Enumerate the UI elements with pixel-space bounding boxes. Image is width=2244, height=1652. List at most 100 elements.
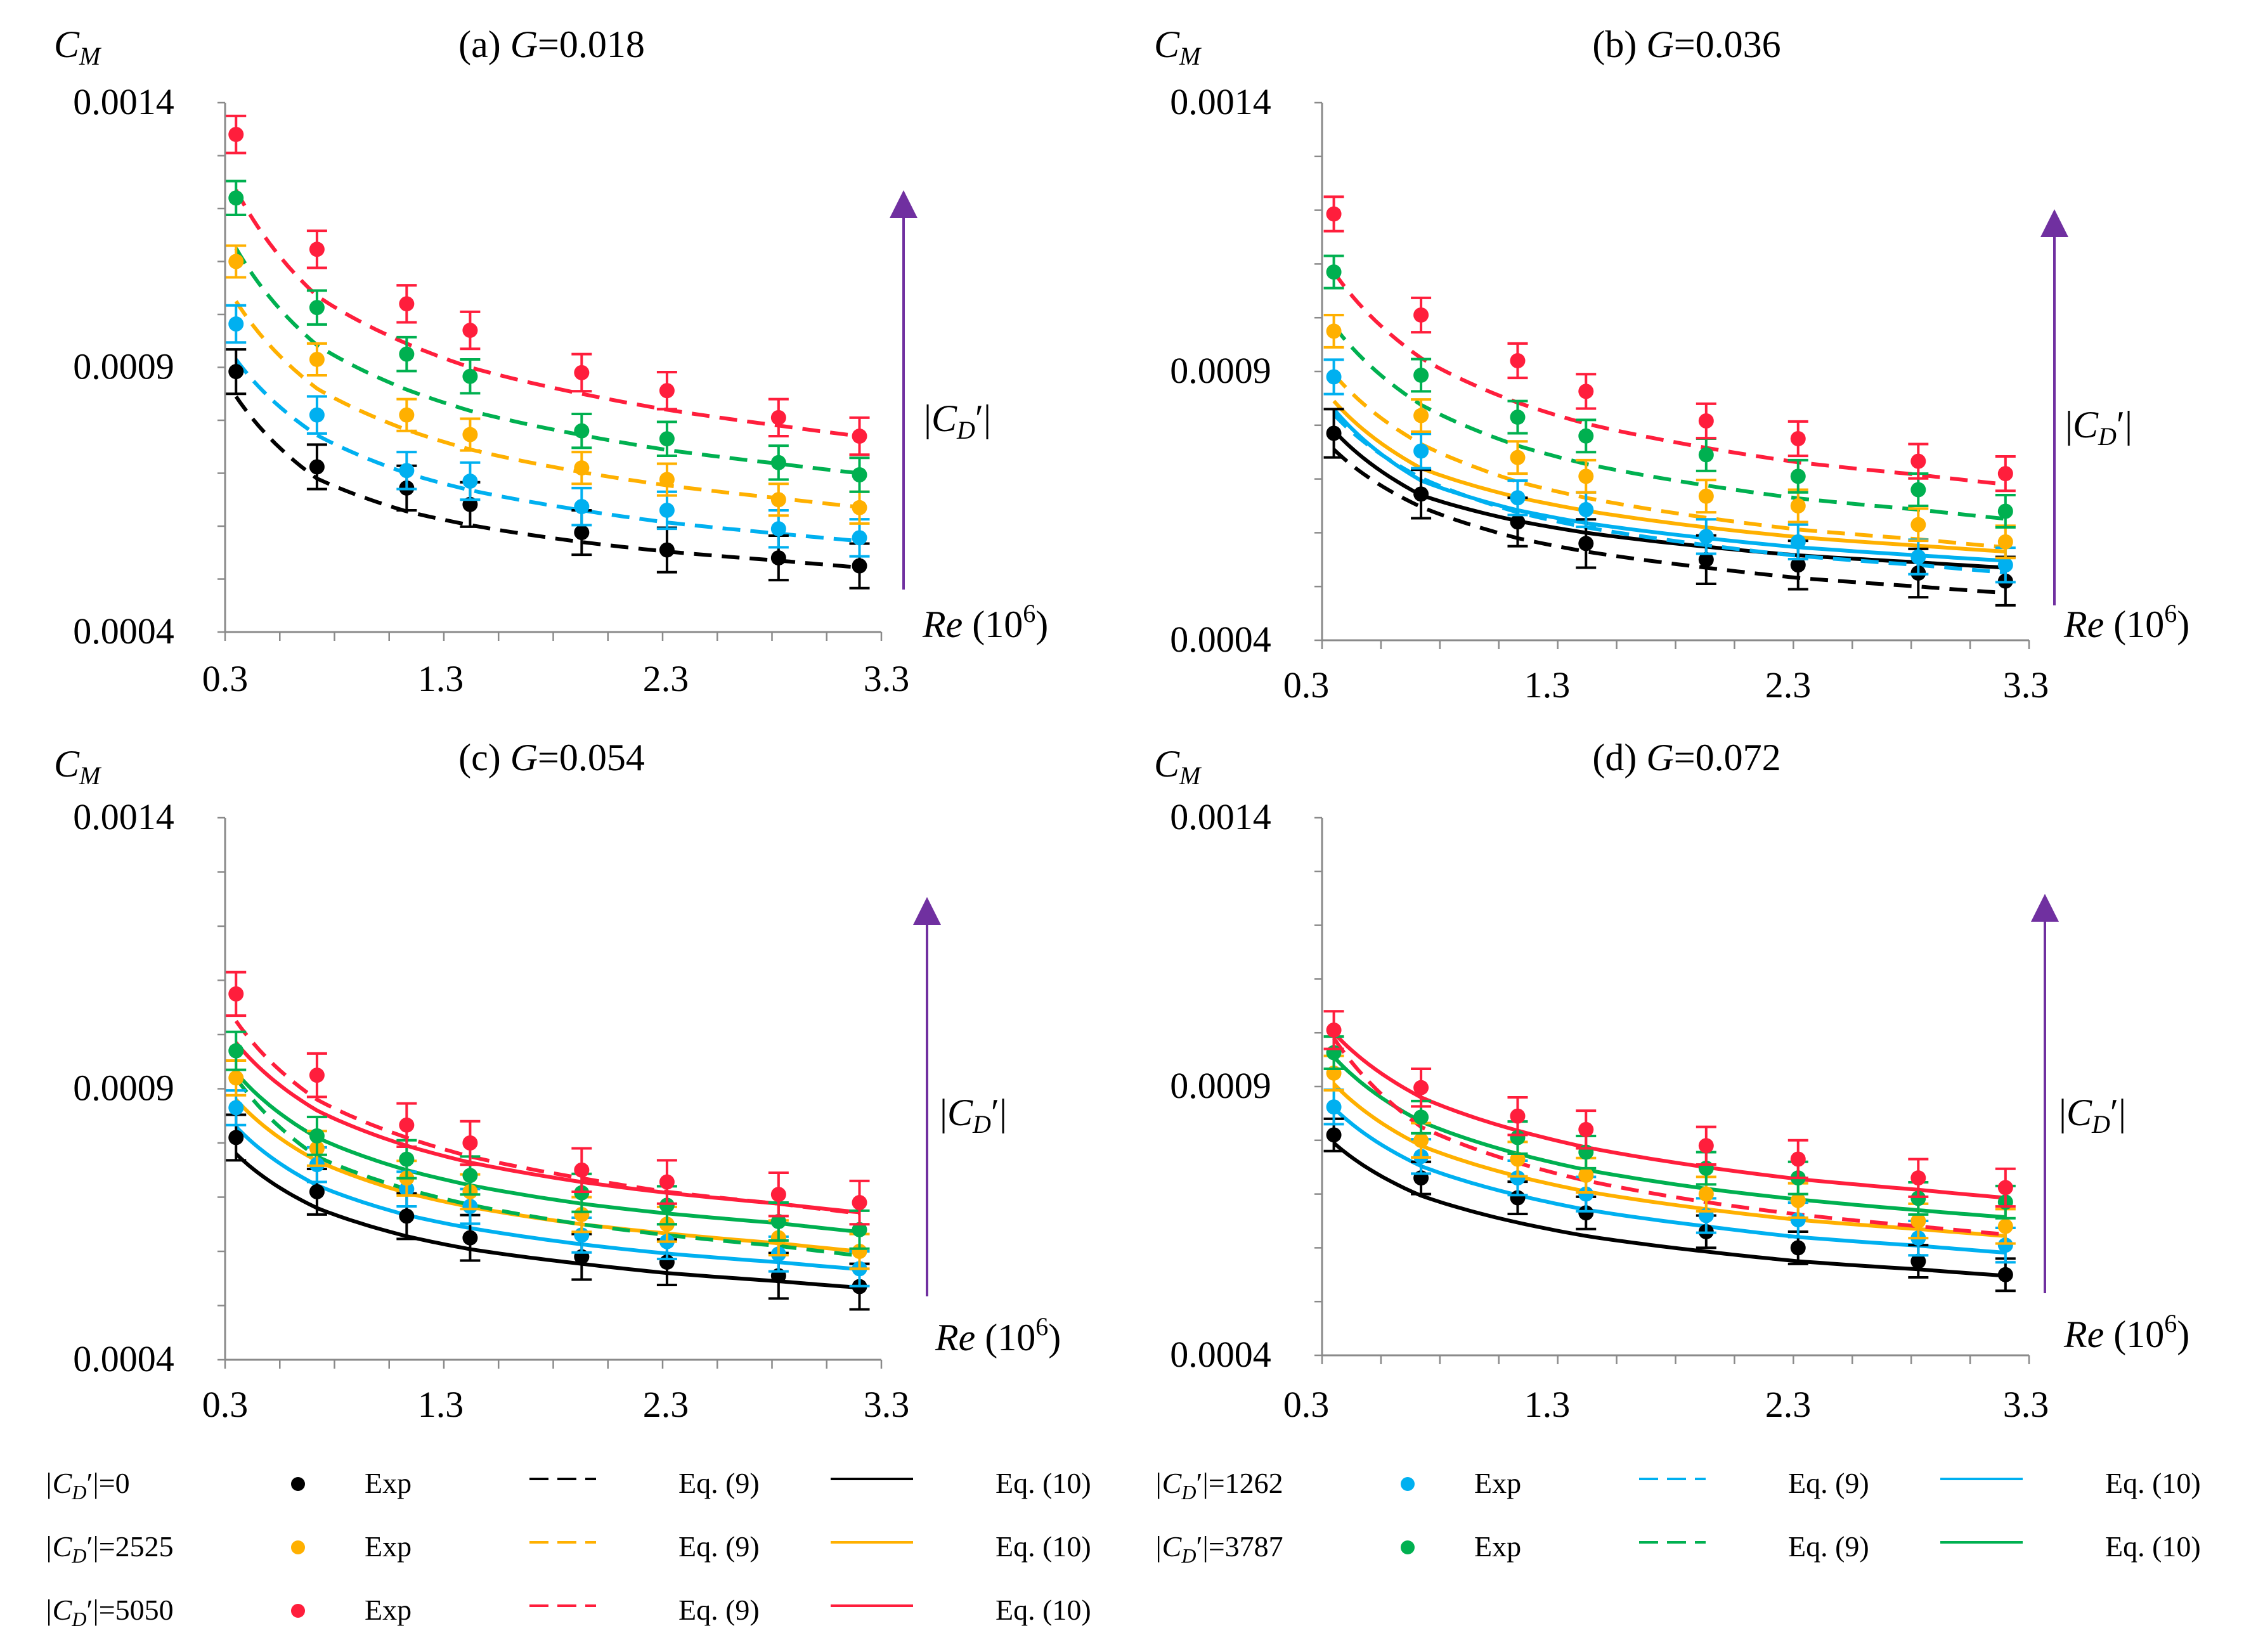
exp-point-cd-3787: [1578, 428, 1594, 444]
arrow-label: |CD′|: [2059, 1092, 2126, 1139]
eq9-curve-cd-5050: [1332, 271, 2006, 487]
exp-point-cd-3787: [399, 1151, 415, 1167]
exp-point-cd-2525: [1698, 1186, 1714, 1202]
exp-point-cd-2525: [1997, 534, 2013, 550]
eq9-curve-cd-0: [234, 395, 860, 570]
legend-eq10-text: Eq. (10): [2105, 1467, 2201, 1499]
exp-point-cd-0: [1790, 1240, 1806, 1256]
eq10-curve-cd-0: [235, 1152, 860, 1290]
legend-eq10-text: Eq. (10): [996, 1530, 1091, 1563]
exp-point-cd-0: [1326, 425, 1342, 441]
y-tick-label: 0.0014: [1170, 81, 1271, 122]
eq10-curve-cd-0: [1332, 429, 2006, 570]
y-axis-label: CM: [1154, 743, 1202, 790]
exp-point-cd-2525: [309, 351, 325, 367]
exp-point-cd-3787: [1413, 1109, 1429, 1125]
eq10-curve-cd-3787: [235, 1071, 860, 1234]
exp-point-cd-5050: [574, 1162, 590, 1178]
exp-point-cd-5050: [228, 127, 244, 143]
exp-point-cd-0: [1910, 1253, 1926, 1269]
arrow-label: |CD′|: [924, 397, 991, 444]
x-axis-label: Re (106): [2063, 599, 2189, 645]
x-tick-label: 2.3: [1765, 1384, 1812, 1425]
legend-row-cd-5050: |CD′|=5050 Exp Eq. (9) Eq. (10): [44, 1594, 1091, 1630]
legend-eq9-text: Eq. (9): [678, 1530, 760, 1563]
eq9-curve-cd-0: [1332, 448, 2006, 595]
exp-point-cd-2525: [1910, 1213, 1926, 1229]
panel-title: (a) G=0.018: [458, 23, 645, 65]
exp-point-cd-5050: [1326, 1022, 1342, 1038]
exp-point-cd-2525: [228, 254, 244, 269]
exp-point-cd-3787: [462, 368, 478, 384]
exp-point-cd-1262: [1790, 1212, 1806, 1228]
legend-exp-text: Exp: [365, 1594, 412, 1626]
legend-exp-marker: [291, 1604, 305, 1618]
increase-arrow-head: [2031, 894, 2059, 922]
exp-point-cd-1262: [1326, 1099, 1342, 1115]
exp-point-cd-3787: [399, 346, 415, 362]
exp-point-cd-3787: [852, 1222, 867, 1237]
exp-point-cd-3787: [852, 467, 867, 483]
legend-eq10-text: Eq. (10): [2105, 1530, 2201, 1563]
exp-point-cd-2525: [1910, 517, 1926, 532]
exp-point-cd-1262: [1578, 501, 1594, 517]
exp-point-cd-5050: [1997, 1180, 2013, 1196]
y-tick-label: 0.0004: [1170, 619, 1271, 660]
exp-point-cd-3787: [309, 300, 325, 316]
exp-point-cd-1262: [1997, 1237, 2013, 1253]
legend-eq9-text: Eq. (9): [1788, 1467, 1869, 1499]
exp-point-cd-2525: [1413, 1132, 1429, 1148]
exp-point-cd-1262: [770, 521, 786, 537]
exp-point-cd-2525: [1578, 1167, 1594, 1183]
exp-point-cd-0: [1790, 557, 1806, 573]
exp-point-cd-2525: [228, 1070, 244, 1086]
legend-eq10-text: Eq. (10): [996, 1594, 1091, 1626]
eq9-curve-cd-5050: [234, 189, 860, 439]
x-tick-label: 1.3: [418, 1384, 464, 1425]
legend-exp-marker: [291, 1477, 305, 1491]
exp-point-cd-5050: [1413, 1080, 1429, 1095]
exp-point-cd-3787: [770, 455, 786, 470]
exp-point-cd-3787: [770, 1213, 786, 1229]
panel-a: 0.3 1.3 2.3 3.3 0.0004 0.0009 0.0014 CM Re (106)…: [54, 23, 1048, 699]
eq10-curve-cd-3787: [1332, 1055, 2006, 1220]
legend-row-cd-3787: |CD′|=3787 Exp Eq. (9) Eq. (10): [1154, 1530, 2201, 1567]
legend-exp-text: Exp: [1474, 1530, 1521, 1563]
exp-point-cd-2525: [462, 427, 478, 442]
exp-point-cd-0: [462, 1230, 478, 1246]
exp-point-cd-5050: [1510, 353, 1526, 369]
x-tick-label: 0.3: [202, 1384, 249, 1425]
x-tick-label: 0.3: [202, 658, 249, 699]
exp-point-cd-0: [1413, 486, 1429, 502]
legend-label: |CD′|=2525: [44, 1530, 174, 1567]
legend-exp-text: Exp: [365, 1530, 412, 1563]
exp-point-cd-0: [309, 1184, 325, 1199]
eq10-curve-cd-2525: [1332, 1082, 2006, 1238]
eq9-curve-cd-2525: [234, 300, 860, 509]
x-axis-label: Re (106): [935, 1312, 1061, 1358]
exp-point-cd-1262: [659, 502, 675, 518]
exp-point-cd-5050: [770, 1187, 786, 1203]
exp-point-cd-1262: [228, 1100, 244, 1116]
exp-point-cd-1262: [1510, 490, 1526, 506]
exp-point-cd-0: [1698, 552, 1714, 567]
exp-point-cd-0: [1510, 514, 1526, 530]
exp-point-cd-0: [309, 459, 325, 475]
x-tick-label: 3.3: [864, 658, 910, 699]
exp-point-cd-1262: [1326, 369, 1342, 385]
eq10-curve-cd-2525: [1332, 399, 2006, 554]
exp-point-cd-2525: [1326, 323, 1342, 339]
y-axis-label: CM: [54, 743, 102, 790]
panel-title: (d) G=0.072: [1592, 737, 1780, 778]
legend: |CD′|=0 Exp Eq. (9) Eq. (10) |CD′|=2525 Exp Eq…: [44, 1467, 2201, 1630]
exp-point-cd-2525: [852, 500, 867, 515]
exp-point-cd-2525: [399, 407, 415, 423]
eq10-curve-cd-1262: [1332, 1106, 2006, 1255]
legend-eq9-text: Eq. (9): [678, 1467, 760, 1499]
exp-point-cd-1262: [1578, 1186, 1594, 1202]
exp-point-cd-0: [228, 364, 244, 380]
eq9-curve-cd-2525: [1332, 373, 2006, 550]
legend-eq10-text: Eq. (10): [996, 1467, 1091, 1499]
exp-point-cd-3787: [659, 1197, 675, 1213]
